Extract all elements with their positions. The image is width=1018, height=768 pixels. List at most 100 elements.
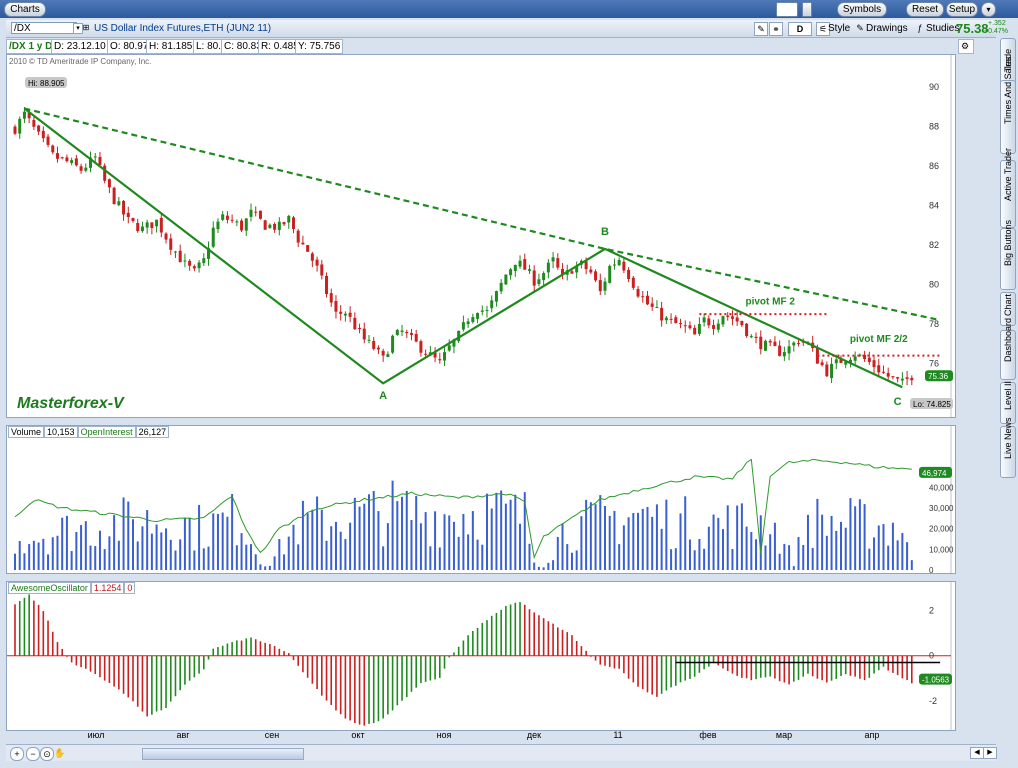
- ao-bar: [23, 597, 26, 656]
- sidebar-tab[interactable]: Big Buttons: [1000, 220, 1016, 290]
- ao-bar: [462, 640, 465, 656]
- candle: [627, 267, 631, 283]
- sidebar-tab[interactable]: Dashboard: [1000, 318, 1016, 380]
- ao-bar: [311, 655, 314, 684]
- zoom-in-icon[interactable]: +: [10, 747, 24, 761]
- annotation-label: A: [379, 390, 387, 402]
- chart-type-icon[interactable]: ⚟: [816, 22, 830, 36]
- candle: [221, 210, 225, 222]
- symbol-lookup-icon[interactable]: ⊞: [82, 23, 90, 32]
- volume-bar: [61, 517, 64, 570]
- candle-body: [207, 248, 211, 259]
- ao-bar: [675, 655, 677, 686]
- candle-body: [433, 352, 437, 358]
- sidebar-tab[interactable]: Times And Sales: [1000, 57, 1016, 154]
- ao-bar: [557, 627, 559, 656]
- volume-bar: [221, 512, 224, 570]
- candle-body: [584, 261, 588, 270]
- ao-bar: [712, 655, 715, 663]
- volume-bar: [113, 515, 116, 570]
- volume-bar: [316, 496, 319, 570]
- volume-bar: [703, 548, 706, 570]
- zoom-fit-icon[interactable]: ⊙: [40, 747, 54, 761]
- last-price-marker-text: 75.36: [928, 372, 949, 381]
- scroll-left-icon[interactable]: ◀: [970, 747, 984, 759]
- candle-body: [183, 260, 187, 262]
- link-box[interactable]: [776, 2, 798, 17]
- chart-settings-icon[interactable]: ⚙: [958, 39, 974, 54]
- window-menu-icon[interactable]: ▾: [981, 2, 996, 17]
- candle: [334, 295, 338, 319]
- candle-body: [362, 328, 366, 340]
- candle: [886, 367, 890, 382]
- period-button[interactable]: D: [788, 22, 812, 36]
- ao-bar: [401, 655, 403, 701]
- high-marker-text: Hi: 88.905: [28, 79, 65, 88]
- style-button[interactable]: Style: [828, 23, 851, 34]
- zoom-out-icon[interactable]: −: [26, 747, 40, 761]
- charts-tab[interactable]: Charts: [4, 2, 46, 17]
- pan-hand-icon[interactable]: ✋: [54, 748, 66, 758]
- link-dropdown-icon[interactable]: [802, 2, 812, 17]
- volume-bar: [773, 522, 776, 570]
- setup-button[interactable]: Setup: [946, 2, 978, 17]
- candle: [46, 133, 50, 148]
- timeline-scrollbar[interactable]: [142, 748, 304, 760]
- ao-bar: [297, 655, 299, 666]
- ao-bar: [330, 655, 333, 705]
- volume-bar: [160, 532, 163, 570]
- ao-bar: [339, 655, 342, 715]
- candle: [872, 355, 876, 374]
- sidebar-tab[interactable]: Chart: [1000, 292, 1016, 326]
- candle-body: [589, 269, 593, 273]
- volume-bar: [23, 553, 26, 570]
- link-icon[interactable]: ⚭: [769, 22, 783, 36]
- sidebar-tab[interactable]: Active Trader: [1000, 148, 1016, 228]
- sidebar-tab[interactable]: Live News: [1000, 417, 1016, 478]
- volume-panel[interactable]: 0 10,000 20,000 30,000 40,000 46,974 Volume 10…: [6, 425, 956, 574]
- ao-bar: [547, 621, 550, 656]
- symbols-button[interactable]: Symbols: [837, 2, 887, 17]
- price-tick-label: 86: [929, 161, 939, 171]
- scroll-right-icon[interactable]: ▶: [983, 747, 997, 759]
- candle-body: [131, 217, 135, 222]
- candle-body: [310, 253, 314, 261]
- candle: [244, 217, 248, 237]
- ao-bar: [835, 655, 838, 679]
- candle: [697, 317, 701, 337]
- candle-body: [98, 156, 102, 166]
- volume-bar: [452, 521, 455, 570]
- ao-bar: [155, 655, 158, 712]
- symbol-dropdown-icon[interactable]: ▾: [73, 23, 83, 34]
- symbol-input[interactable]: /DX: [11, 22, 77, 34]
- oscillator-panel[interactable]: 2 0 -2 -1.0563 AwesomeOscillator 1.1254 0: [6, 581, 956, 731]
- candle: [631, 275, 635, 290]
- candle-body: [863, 355, 867, 360]
- candle-body: [712, 325, 716, 329]
- candle-body: [391, 335, 395, 353]
- volume-bar: [259, 564, 262, 570]
- candle: [542, 271, 546, 287]
- candle-body: [244, 218, 248, 231]
- drawings-button[interactable]: Drawings: [866, 23, 908, 34]
- candle-body: [707, 318, 711, 326]
- range-value: R: 0.485: [258, 39, 302, 54]
- ao-bar: [47, 620, 49, 656]
- volume-bar: [858, 499, 861, 570]
- pencil-icon[interactable]: ✎: [754, 22, 768, 36]
- studies-icon[interactable]: ƒ: [917, 23, 923, 33]
- candle-body: [513, 264, 517, 272]
- candle-body: [65, 157, 69, 162]
- reset-button[interactable]: Reset: [906, 2, 944, 17]
- studies-button[interactable]: Studies: [926, 23, 960, 34]
- ao-bar: [457, 646, 460, 656]
- sidebar-tab[interactable]: Level II: [1000, 381, 1016, 424]
- ao-bar: [420, 655, 422, 684]
- volume-bar: [910, 560, 913, 570]
- candle: [343, 311, 347, 322]
- drawings-icon[interactable]: ✎: [856, 23, 864, 33]
- volume-bar: [519, 523, 522, 570]
- ao-bar: [75, 655, 78, 666]
- sidebar-tab-label: Chart: [1003, 293, 1013, 316]
